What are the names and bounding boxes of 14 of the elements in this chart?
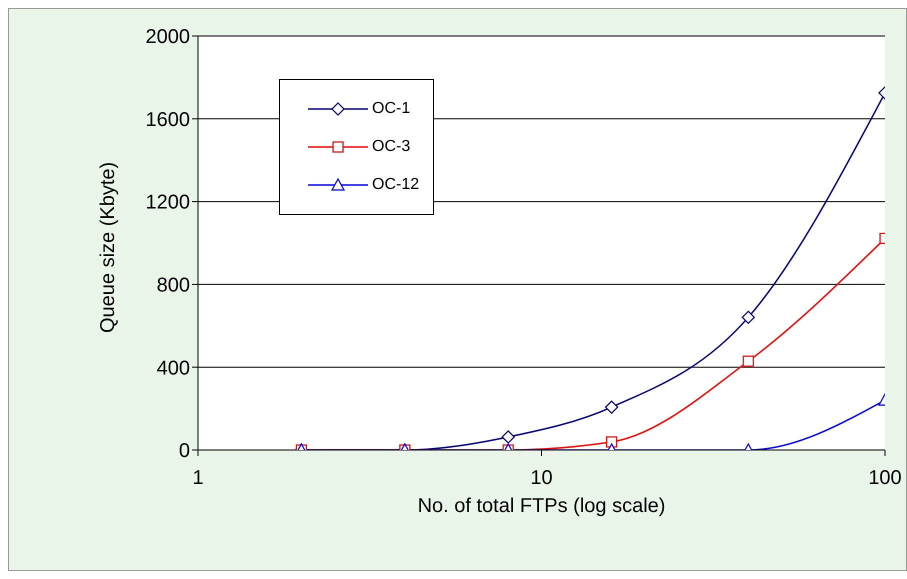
- legend-label: OC-12: [372, 176, 420, 194]
- x-axis-title: No. of total FTPs (log scale): [418, 495, 666, 517]
- y-tick-label: 1600: [146, 108, 190, 131]
- legend-label: OC-3: [372, 138, 410, 156]
- y-tick-label: 2000: [146, 26, 190, 48]
- x-tick-label: 100: [868, 467, 902, 490]
- y-tick-label: 1200: [146, 192, 190, 214]
- x-tick-label: 10: [530, 467, 553, 490]
- legend-label: OC-1: [372, 100, 410, 118]
- y-tick-label: 800: [156, 274, 190, 296]
- x-tick-label: 1: [192, 467, 204, 490]
- y-axis-title: Queue size (Kbyte): [97, 162, 120, 333]
- y-tick-label: 0: [178, 440, 190, 462]
- y-tick-label: 400: [156, 357, 190, 380]
